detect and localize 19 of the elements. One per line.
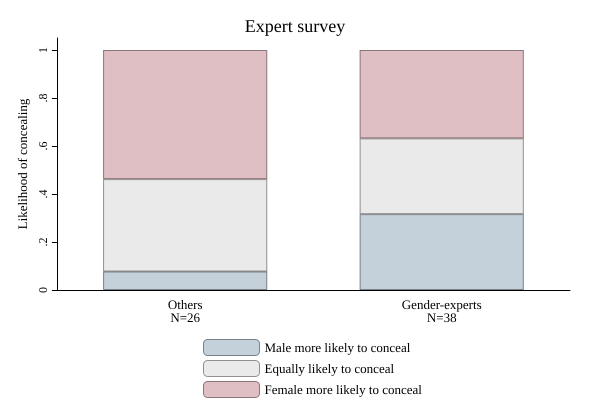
y-tick-label: .8 [36,94,50,102]
bar [103,50,268,180]
bar [360,214,524,290]
bar [360,138,524,214]
legend-label: Female more likely to conceal [264,382,422,397]
legend-label: Male more likely to conceal [264,340,411,355]
y-tick-label: 0 [36,287,50,293]
y-tick-label: .2 [36,238,50,246]
bar [360,50,524,138]
y-tick-label: .6 [36,142,50,150]
y-axis-title: Likelihood of concealing [15,98,30,230]
y-tick-label: 1 [36,47,50,53]
legend-label: Equally likely to conceal [264,361,394,376]
x-tick-label: Gender-experts N=38 [402,297,482,325]
bar [103,272,268,290]
x-tick-label: Others N=26 [168,297,203,325]
y-tick-label: .4 [36,190,50,198]
bar [103,179,268,272]
chart-title: Expert survey [244,16,346,36]
